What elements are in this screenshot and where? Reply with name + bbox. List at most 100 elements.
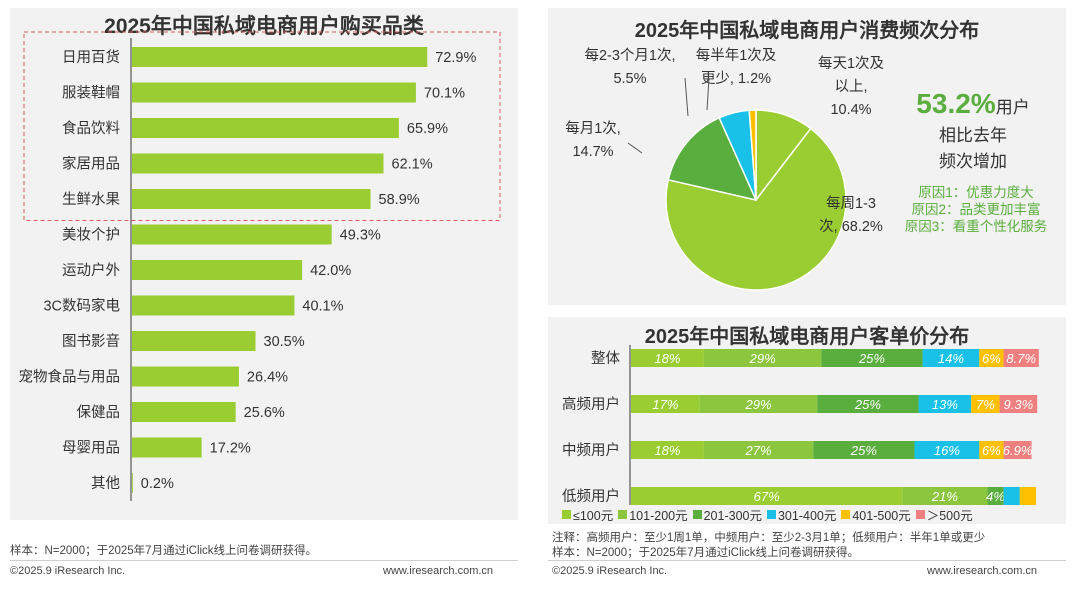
category-label: 家居用品 bbox=[62, 156, 120, 173]
legend-label: 201-300元 bbox=[703, 509, 762, 523]
legend-label: 101-200元 bbox=[629, 509, 688, 523]
right-copyright: ©2025.9 iResearch Inc. bbox=[552, 565, 668, 577]
stack-segment-label: 25% bbox=[850, 443, 877, 458]
left-copyright: ©2025.9 iResearch Inc. bbox=[10, 565, 126, 577]
category-value-label: 49.3% bbox=[340, 228, 381, 244]
headline-box: 53.2%用户 相比去年 频次增加 bbox=[888, 88, 1058, 172]
right-sample-note: 样本：N=2000；于2025年7月通过iClick线上问卷调研获得。 bbox=[552, 547, 860, 559]
legend-item: ＞500元 bbox=[915, 505, 973, 524]
legend-swatch bbox=[766, 510, 776, 519]
category-label: 运动户外 bbox=[62, 262, 120, 279]
category-label: 宠物食品与用品 bbox=[19, 369, 121, 386]
category-value-label: 70.1% bbox=[424, 86, 465, 102]
stack-segment bbox=[987, 487, 1004, 505]
category-bar bbox=[132, 47, 428, 67]
segment-category-label: 整体 bbox=[591, 350, 620, 367]
category-label: 图书影音 bbox=[62, 333, 120, 350]
category-bar bbox=[132, 189, 371, 209]
right-divider bbox=[548, 560, 1066, 561]
pie-slice-label: 每半年1次及更少, 1.2% bbox=[696, 47, 777, 87]
stack-segment bbox=[631, 487, 903, 505]
stack-segment-label: 18% bbox=[654, 443, 680, 458]
pie-slice bbox=[665, 127, 847, 291]
stack-segment-label: 29% bbox=[749, 351, 776, 366]
legend-item: ≤100元 bbox=[562, 505, 613, 524]
category-value-label: 62.1% bbox=[392, 157, 433, 173]
category-value-label: 17.2% bbox=[210, 441, 251, 457]
stack-segment bbox=[922, 349, 980, 367]
legend-swatch bbox=[692, 510, 702, 519]
legend-item: 301-400元 bbox=[766, 505, 837, 524]
segment-category-label: 低频用户 bbox=[562, 488, 620, 505]
stack-segment bbox=[999, 395, 1038, 413]
category-label: 保健品 bbox=[77, 404, 121, 421]
pie-leader-line bbox=[706, 77, 710, 111]
left-website: www.iresearch.com.cn bbox=[383, 565, 494, 577]
segment-category-label: 高频用户 bbox=[562, 396, 620, 413]
category-bar bbox=[132, 260, 303, 280]
stack-segment-label: 6.9% bbox=[1003, 443, 1033, 458]
stack-segment bbox=[1003, 441, 1032, 459]
stack-segment-label: 27% bbox=[745, 443, 772, 458]
stack-segment bbox=[902, 487, 988, 505]
stack-segment bbox=[631, 349, 704, 367]
stack-segment-label: 25% bbox=[854, 397, 881, 412]
stack-segment bbox=[1003, 487, 1020, 505]
category-bar bbox=[132, 224, 332, 245]
stack-segment-label: 29% bbox=[745, 397, 772, 412]
legend-swatch bbox=[841, 510, 851, 519]
reasons-list: 原因1：优惠力度大 原因2：品类更加丰富 原因3：看重个性化服务 bbox=[888, 184, 1064, 235]
category-label: 生鲜水果 bbox=[62, 191, 120, 208]
category-value-label: 0.2% bbox=[141, 476, 174, 492]
category-value-label: 58.9% bbox=[379, 192, 420, 208]
stack-segment bbox=[918, 395, 972, 413]
headline-line2: 相比去年 bbox=[939, 126, 1007, 145]
category-bar-chart: 日用百货 72.9% 服装鞋帽 70.1% 食品饮料 65.9% 家居用品 62.1% 生鲜水果… bbox=[19, 31, 501, 501]
legend-label: 301-400元 bbox=[777, 509, 837, 523]
reason-item: 原因3：看重个性化服务 bbox=[904, 219, 1048, 234]
stack-segment-label: 25% bbox=[858, 351, 885, 366]
category-bar bbox=[132, 473, 133, 493]
stack-segment-label: 14% bbox=[938, 351, 964, 366]
category-chart-title: 2025年中国私域电商用户购买品类 bbox=[104, 15, 424, 38]
reason-item: 原因1：优惠力度大 bbox=[918, 185, 1034, 200]
headline-value: 53.2% bbox=[916, 88, 996, 119]
stack-segment bbox=[971, 395, 1000, 413]
stack-segment bbox=[1003, 349, 1039, 367]
stack-segment-label: 17% bbox=[652, 397, 678, 412]
right-note-definitions: 注释：高频用户：至少1周1单，中频用户：至少2-3月1单；低频用户：半年1单或更… bbox=[552, 532, 986, 544]
pie-leader-line bbox=[684, 77, 689, 117]
category-bar bbox=[132, 153, 384, 174]
frequency-pie-chart: 每天1次及以上, 10.4% 每周1-3 次, 68.2% 每月1次, 14.7% 每2-3… bbox=[565, 47, 884, 291]
stack-segment-label: 13% bbox=[932, 397, 958, 412]
stack-segment-label: 6% bbox=[982, 443, 1001, 458]
category-bar bbox=[132, 366, 239, 387]
legend-item: 101-200元 bbox=[618, 505, 688, 524]
stack-segment bbox=[1019, 487, 1036, 505]
stack-segment-label: 18% bbox=[654, 351, 680, 366]
category-bar bbox=[132, 331, 256, 351]
pie-slice-label: 每周1-3 次, 68.2% bbox=[819, 195, 883, 235]
stack-segment-label: 7% bbox=[976, 397, 995, 412]
stack-segment bbox=[631, 395, 700, 413]
category-value-label: 26.4% bbox=[247, 370, 288, 386]
legend-item: 401-500元 bbox=[841, 505, 911, 524]
pie-slice bbox=[748, 109, 757, 201]
stack-segment bbox=[979, 441, 1004, 459]
category-bar-chart-panel: 2025年中国私域电商用户购买品类 日用百货 72.9% 服装鞋帽 70.1% 食品饮料… bbox=[10, 8, 518, 520]
stack-segment-label: 21% bbox=[931, 489, 958, 504]
legend-label: ＞500元 bbox=[926, 509, 973, 523]
stack-segment bbox=[979, 349, 1004, 367]
left-sample-note: 样本：N=2000；于2025年7月通过iClick线上问卷调研获得。 bbox=[10, 545, 318, 557]
category-bar bbox=[132, 82, 416, 103]
stack-segment-label: 9.3% bbox=[1004, 397, 1034, 412]
legend-swatch bbox=[618, 510, 628, 519]
category-value-label: 30.5% bbox=[264, 334, 305, 350]
headline-line3: 频次增加 bbox=[939, 152, 1007, 171]
legend-label: ≤100元 bbox=[573, 509, 614, 523]
stack-segment bbox=[631, 441, 704, 459]
category-bar bbox=[132, 295, 295, 316]
stack-segment bbox=[813, 441, 915, 459]
order-value-chart-panel: 2025年中国私域电商用户客单价分布 整体 18% 29% 25% 14% 6% 8.7% 高… bbox=[548, 317, 1066, 524]
category-label: 母婴用品 bbox=[62, 440, 120, 457]
